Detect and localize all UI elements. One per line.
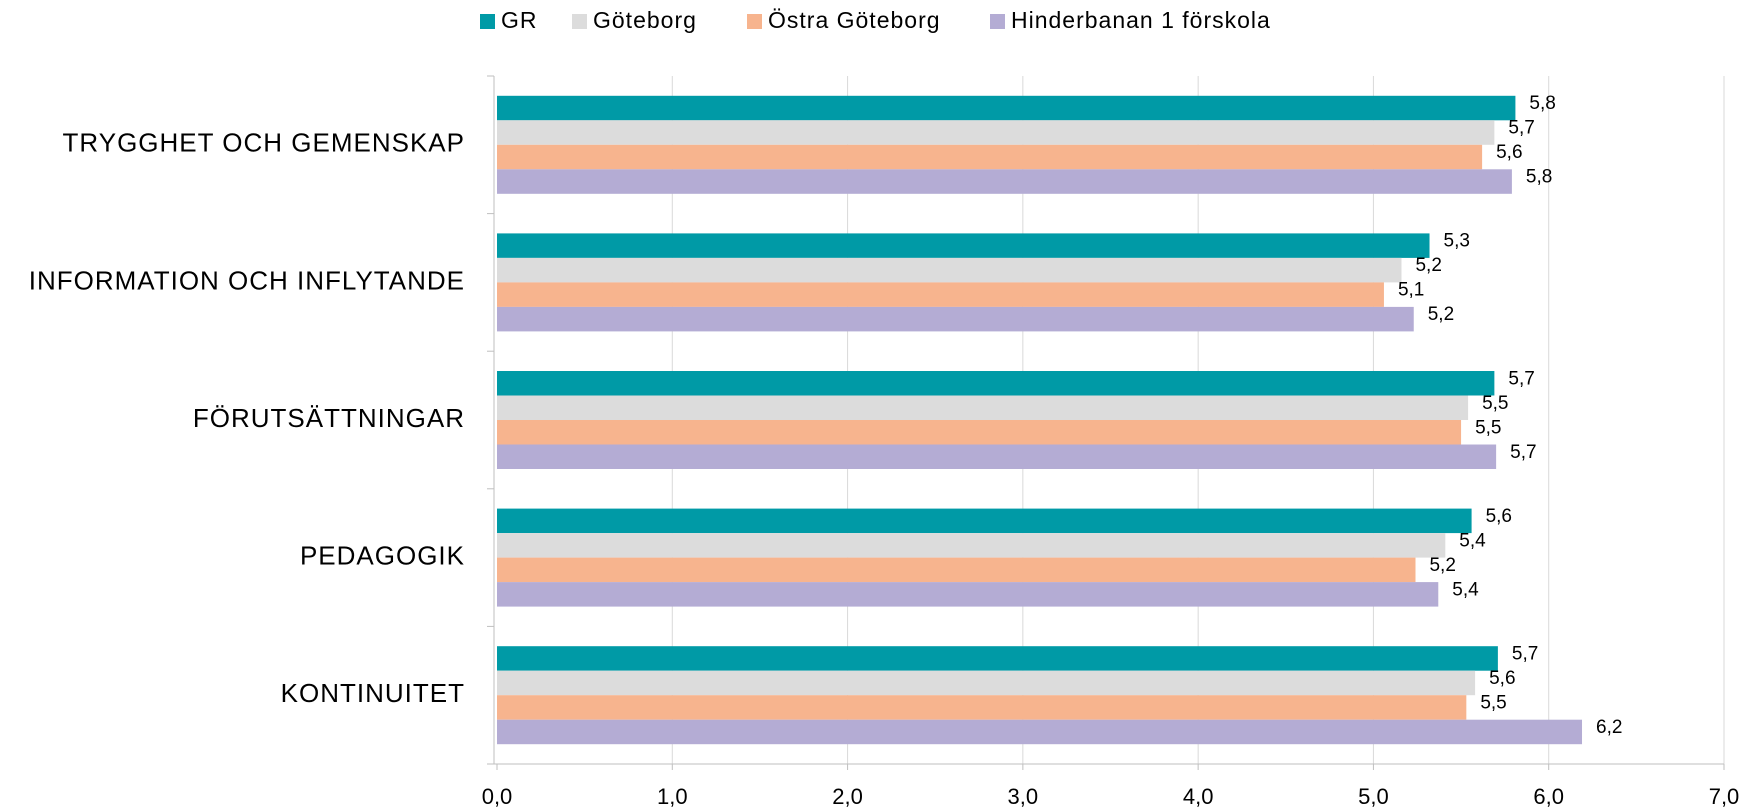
value-label: 5,6 <box>1496 142 1522 163</box>
legend-swatch <box>990 14 1005 29</box>
bar <box>497 420 1462 445</box>
value-label: 5,7 <box>1510 442 1536 463</box>
x-tick-label: 3,0 <box>1008 784 1039 809</box>
category-label: KONTINUITET <box>281 678 465 708</box>
legend-label: Östra Göteborg <box>768 7 941 33</box>
x-tick-label: 1,0 <box>657 784 688 809</box>
value-label: 5,8 <box>1529 93 1555 114</box>
bar <box>497 257 1402 283</box>
x-tick-label: 0,0 <box>482 784 513 809</box>
value-label: 5,2 <box>1428 304 1454 325</box>
value-label: 5,5 <box>1475 417 1501 438</box>
value-label: 6,2 <box>1596 717 1622 738</box>
bar <box>497 719 1583 745</box>
legend-label: GR <box>501 7 538 33</box>
bar <box>497 582 1439 607</box>
value-label: 5,2 <box>1415 255 1441 276</box>
x-tick-label: 4,0 <box>1183 784 1214 809</box>
bar <box>497 670 1476 696</box>
value-label: 5,8 <box>1526 167 1552 188</box>
category-label: FÖRUTSÄTTNINGAR <box>193 403 465 433</box>
bar <box>497 557 1416 583</box>
legend-swatch <box>480 14 495 29</box>
value-label: 5,4 <box>1459 530 1486 551</box>
bar <box>497 233 1430 258</box>
value-label: 5,5 <box>1482 393 1508 414</box>
bar <box>497 282 1384 307</box>
category-label: PEDAGOGIK <box>300 540 465 570</box>
bar <box>497 120 1495 145</box>
bar <box>497 371 1495 396</box>
bar <box>497 646 1498 671</box>
value-label: 5,6 <box>1489 668 1515 689</box>
value-label: 5,7 <box>1508 368 1534 389</box>
value-label: 5,7 <box>1512 643 1538 664</box>
value-label: 5,2 <box>1429 555 1455 576</box>
value-label: 5,7 <box>1508 118 1534 139</box>
bar <box>497 533 1446 558</box>
x-tick-label: 2,0 <box>832 784 863 809</box>
bar <box>497 144 1483 170</box>
x-tick-label: 5,0 <box>1358 784 1389 809</box>
category-label: TRYGGHET OCH GEMENSKAP <box>63 128 465 158</box>
legend-label: Hinderbanan 1 förskola <box>1011 7 1271 33</box>
bar <box>497 444 1497 469</box>
category-label: INFORMATION OCH INFLYTANDE <box>29 265 465 295</box>
legend-label: Göteborg <box>593 7 697 33</box>
bar <box>497 306 1414 332</box>
bar <box>497 169 1512 194</box>
value-label: 5,3 <box>1444 231 1470 252</box>
legend-swatch <box>747 14 762 29</box>
bar <box>497 508 1472 534</box>
value-label: 5,5 <box>1480 692 1506 713</box>
bar <box>497 695 1467 720</box>
value-label: 5,4 <box>1452 579 1479 600</box>
bar <box>497 395 1469 420</box>
bar <box>497 95 1516 121</box>
value-label: 5,6 <box>1486 506 1512 527</box>
value-label: 5,1 <box>1398 280 1424 301</box>
x-tick-label: 6,0 <box>1533 784 1564 809</box>
legend-swatch <box>572 14 587 29</box>
x-tick-label: 7,0 <box>1709 784 1740 809</box>
